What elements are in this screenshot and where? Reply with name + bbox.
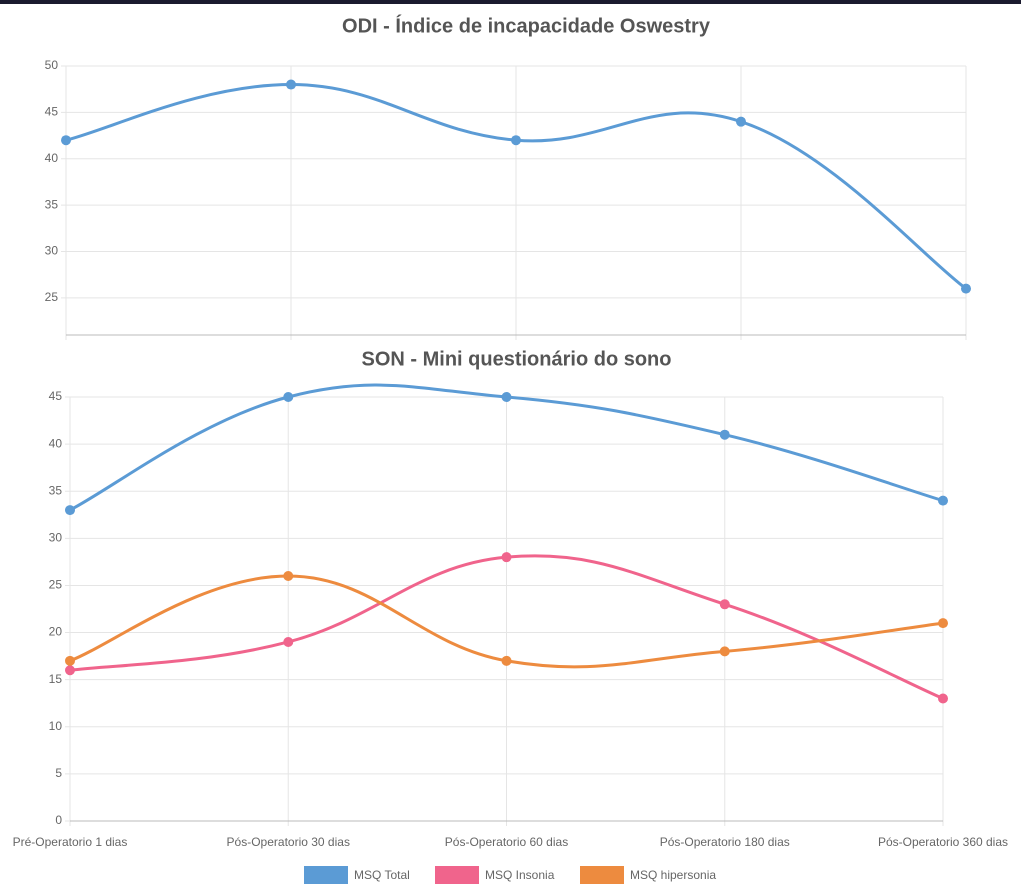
- y-tick-label: 30: [49, 531, 63, 545]
- data-point: [61, 135, 71, 146]
- x-tick-label: Pós-Operatorio 30 dias: [227, 835, 350, 849]
- series-line: [69, 574, 944, 669]
- y-tick-label: 40: [45, 151, 59, 165]
- data-point: [283, 392, 294, 402]
- data-point: [938, 693, 948, 704]
- legend-label: MSQ hipersonia: [630, 868, 716, 882]
- data-point: [286, 79, 296, 90]
- y-tick-label: 5: [55, 766, 62, 780]
- x-tick-label: Pós-Operatorio 60 dias: [445, 835, 568, 849]
- data-point: [938, 495, 948, 506]
- data-point: [938, 618, 948, 629]
- legend-swatch: [304, 866, 348, 884]
- y-tick-label: 15: [49, 672, 63, 686]
- data-point: [283, 636, 294, 647]
- y-tick-label: 25: [49, 578, 63, 592]
- data-point: [719, 599, 730, 610]
- chart-title: SON - Mini questionário do sono: [362, 348, 672, 370]
- y-tick-label: 25: [45, 290, 59, 304]
- legend-swatch: [435, 866, 479, 884]
- legend-label: MSQ Insonia: [485, 868, 555, 882]
- y-tick-label: 30: [45, 244, 59, 258]
- x-tick-label: Pós-Operatorio 180 dias: [660, 835, 790, 849]
- data-point: [65, 655, 75, 666]
- data-point: [501, 552, 512, 563]
- data-point: [719, 429, 730, 440]
- top-border: [0, 0, 1021, 4]
- y-tick-label: 50: [45, 58, 59, 72]
- data-point: [501, 392, 512, 402]
- data-point: [283, 571, 294, 582]
- y-tick-label: 20: [49, 625, 63, 639]
- y-tick-label: 0: [55, 813, 62, 827]
- x-tick-label: Pós-Operatorio 360 dias: [878, 835, 1008, 849]
- legend-label: MSQ Total: [354, 868, 410, 882]
- data-point: [65, 505, 75, 516]
- y-tick-label: 35: [49, 483, 63, 497]
- data-point: [961, 283, 971, 294]
- y-tick-label: 45: [45, 105, 59, 119]
- y-tick-label: 35: [45, 197, 59, 211]
- y-tick-label: 10: [49, 719, 63, 733]
- y-tick-label: 40: [49, 436, 63, 450]
- data-point: [719, 646, 730, 657]
- data-point: [65, 665, 75, 676]
- data-point: [501, 655, 512, 666]
- chart-title: ODI - Índice de incapacidade Oswestry: [342, 14, 711, 37]
- data-point: [736, 116, 746, 127]
- legend-swatch: [580, 866, 624, 884]
- x-tick-label: Pré-Operatorio 1 dias: [13, 835, 128, 849]
- y-tick-label: 45: [49, 389, 63, 403]
- data-point: [511, 135, 521, 146]
